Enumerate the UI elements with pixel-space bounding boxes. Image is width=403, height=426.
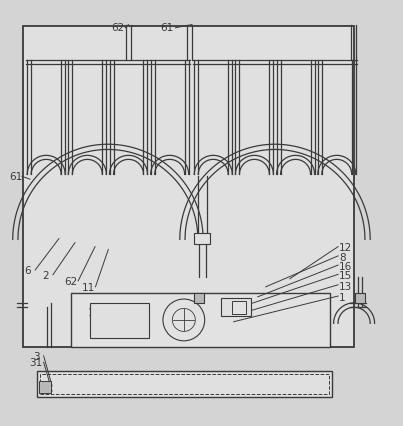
Text: 62: 62: [64, 276, 78, 286]
Bar: [39, 381, 51, 393]
Text: 12: 12: [339, 243, 353, 253]
Text: 62: 62: [111, 23, 125, 33]
Text: 61: 61: [9, 171, 23, 181]
Text: 6: 6: [25, 265, 31, 275]
Text: 16: 16: [339, 261, 353, 271]
Circle shape: [163, 299, 205, 341]
Bar: [194, 233, 210, 244]
Text: 61: 61: [161, 23, 174, 33]
Bar: [194, 293, 204, 304]
Text: 11: 11: [82, 282, 95, 292]
Bar: [23, 27, 354, 347]
Text: 3: 3: [33, 351, 39, 361]
Text: 14: 14: [88, 307, 101, 317]
Text: 13: 13: [339, 281, 353, 291]
Bar: [355, 293, 366, 304]
Text: 31: 31: [29, 357, 43, 368]
Text: 15: 15: [339, 271, 353, 280]
Text: 2: 2: [42, 270, 49, 280]
Bar: [90, 303, 149, 338]
Bar: [39, 374, 329, 394]
Circle shape: [172, 309, 195, 331]
Bar: [71, 293, 330, 347]
Bar: [232, 301, 247, 314]
Text: 8: 8: [339, 252, 346, 262]
Text: 1: 1: [339, 292, 346, 302]
Bar: [37, 371, 332, 397]
Bar: [221, 299, 251, 317]
